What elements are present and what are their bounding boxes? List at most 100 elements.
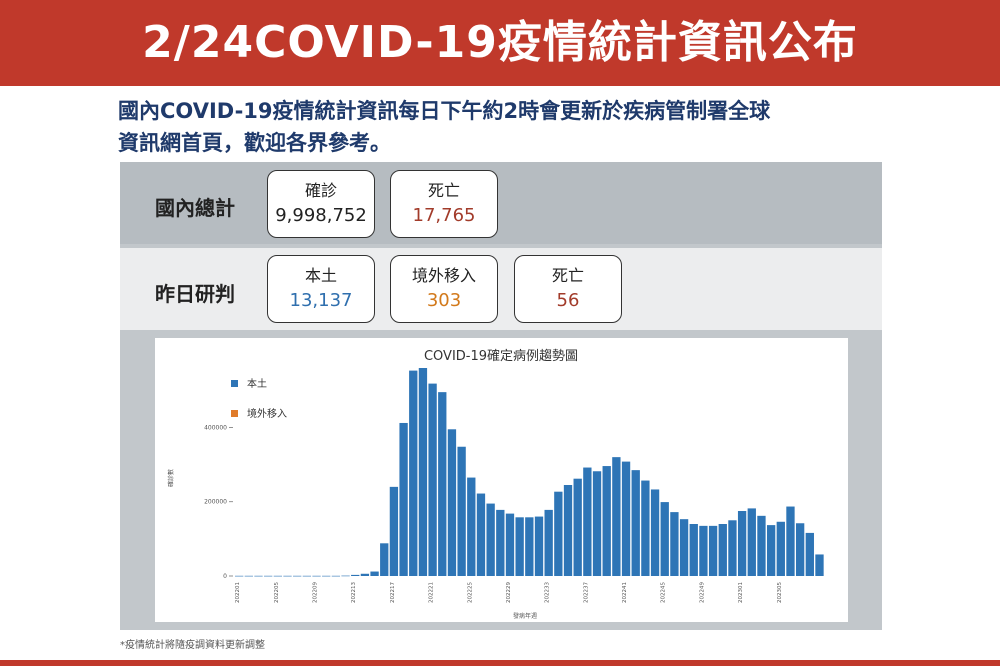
bar-series bbox=[235, 368, 824, 577]
bar bbox=[612, 457, 621, 576]
trend-chart-svg: COVID-19確定病例趨勢圖 本土 境外移入 確診數 發病年週 0 200000… bbox=[167, 348, 824, 620]
bar bbox=[312, 575, 321, 577]
bar bbox=[457, 446, 466, 576]
trend-chart: COVID-19確定病例趨勢圖 本土 境外移入 確診數 發病年週 0 200000… bbox=[155, 338, 848, 622]
bar bbox=[766, 525, 776, 576]
x-tick-label: 202237 bbox=[583, 582, 589, 603]
bar bbox=[776, 521, 785, 576]
bar bbox=[699, 525, 708, 576]
bar bbox=[747, 508, 756, 576]
intro-text: 國內COVID-19疫情統計資訊每日下午約2時會更新於疾病管制署全球 資訊網首頁… bbox=[118, 95, 898, 159]
y-axis: 0 200000 400000 bbox=[204, 424, 233, 580]
bar bbox=[486, 503, 495, 576]
bar bbox=[660, 502, 669, 576]
bar bbox=[728, 520, 737, 576]
row-label-total: 國內總計 bbox=[155, 196, 235, 220]
card-imported: 境外移入 303 bbox=[390, 255, 498, 323]
x-tick-label: 202305 bbox=[777, 582, 783, 603]
card-label: 境外移入 bbox=[411, 266, 476, 285]
bar bbox=[718, 524, 727, 576]
x-tick-label: 202213 bbox=[351, 582, 357, 603]
bar bbox=[544, 509, 553, 576]
intro-line-2: 資訊網首頁，歡迎各界參考。 bbox=[118, 131, 391, 155]
bar bbox=[515, 517, 524, 576]
bar bbox=[447, 429, 457, 576]
bar bbox=[264, 575, 273, 577]
bar bbox=[496, 509, 505, 576]
intro-line-1: 國內COVID-19疫情統計資訊每日下午約2時會更新於疾病管制署全球 bbox=[118, 99, 771, 123]
bar bbox=[283, 575, 292, 577]
card-value: 303 bbox=[426, 290, 462, 311]
x-tick-label: 202201 bbox=[235, 582, 241, 603]
bar bbox=[476, 493, 486, 576]
x-tick-label: 202249 bbox=[699, 582, 705, 603]
x-tick-label: 202229 bbox=[506, 582, 512, 603]
bar bbox=[525, 517, 534, 576]
bar bbox=[293, 575, 302, 577]
y-axis-label: 確診數 bbox=[167, 469, 175, 487]
bar bbox=[757, 515, 766, 576]
bar bbox=[273, 575, 283, 577]
bar bbox=[418, 368, 428, 576]
bar bbox=[670, 512, 679, 576]
bar bbox=[563, 485, 573, 576]
row-domestic-total bbox=[120, 162, 882, 244]
x-tick-label: 202205 bbox=[274, 582, 280, 603]
card-deaths-total: 死亡 17,765 bbox=[390, 170, 498, 238]
bottom-bar bbox=[0, 660, 1000, 666]
bar bbox=[341, 575, 350, 577]
bar bbox=[815, 554, 824, 576]
x-tick-label: 202241 bbox=[622, 582, 628, 603]
card-local: 本土 13,137 bbox=[267, 255, 375, 323]
bar bbox=[399, 422, 408, 576]
bar bbox=[380, 543, 389, 576]
bar bbox=[534, 516, 544, 576]
bar bbox=[409, 370, 418, 576]
x-axis-label: 發病年週 bbox=[513, 612, 537, 620]
bar bbox=[428, 383, 437, 576]
bar bbox=[467, 477, 476, 576]
legend-swatch-imported bbox=[231, 410, 238, 417]
bar bbox=[689, 524, 698, 576]
card-value: 56 bbox=[556, 290, 580, 311]
bar bbox=[322, 575, 331, 577]
x-tick-label: 202225 bbox=[467, 582, 473, 603]
bar bbox=[650, 489, 660, 576]
bar bbox=[795, 523, 805, 576]
bar bbox=[438, 392, 447, 576]
x-tick-label: 202245 bbox=[661, 582, 667, 603]
card-label: 死亡 bbox=[427, 181, 460, 200]
bar bbox=[302, 575, 312, 577]
bar bbox=[360, 573, 370, 576]
bar bbox=[786, 506, 795, 576]
card-value: 9,998,752 bbox=[275, 205, 367, 226]
bar bbox=[389, 486, 399, 576]
card-label: 本土 bbox=[304, 266, 337, 285]
x-tick-label: 202301 bbox=[738, 582, 744, 603]
bar bbox=[679, 519, 689, 576]
bar bbox=[505, 513, 515, 576]
card-label: 確診 bbox=[304, 181, 337, 200]
bar bbox=[641, 480, 650, 576]
legend-swatch-local bbox=[231, 380, 238, 387]
bar bbox=[554, 491, 563, 576]
row-label-yesterday: 昨日研判 bbox=[155, 282, 235, 306]
bar bbox=[235, 575, 244, 577]
x-tick-label: 202221 bbox=[429, 582, 435, 603]
bar bbox=[805, 532, 814, 576]
bar bbox=[370, 571, 379, 576]
y-tick-label: 400000 bbox=[204, 424, 227, 431]
card-confirmed: 確診 9,998,752 bbox=[267, 170, 375, 238]
legend-label-local: 本土 bbox=[247, 377, 267, 390]
row-yesterday bbox=[120, 248, 882, 330]
card-value: 13,137 bbox=[289, 290, 353, 311]
bar bbox=[573, 478, 582, 576]
bar bbox=[244, 575, 253, 577]
bar bbox=[737, 511, 747, 576]
bar bbox=[708, 525, 718, 576]
card-value: 17,765 bbox=[412, 205, 476, 226]
card-label: 死亡 bbox=[551, 266, 584, 285]
bar bbox=[631, 470, 640, 576]
bar bbox=[592, 471, 602, 576]
page-title: 2/24COVID-19疫情統計資訊公布 bbox=[142, 17, 858, 68]
